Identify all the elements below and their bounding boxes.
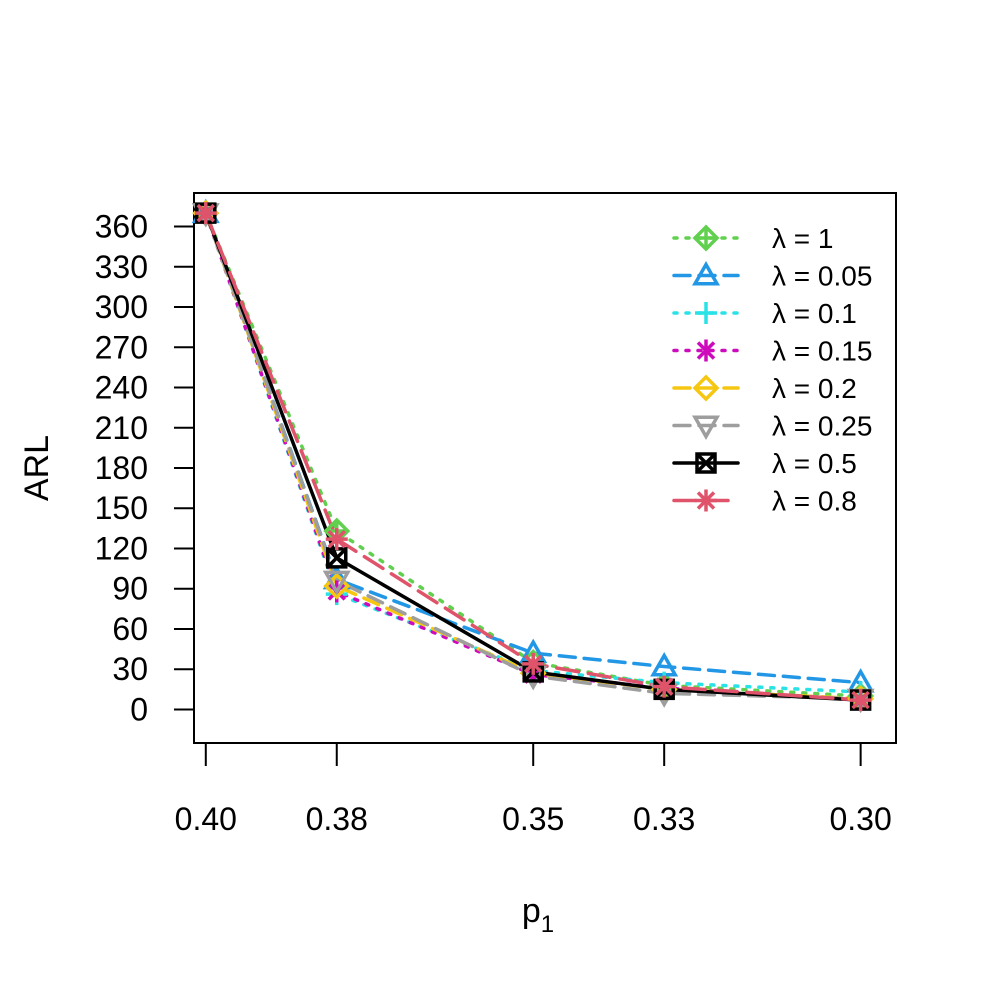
- legend-marker: [692, 374, 720, 402]
- legend-marker: [692, 224, 720, 252]
- legend-label: λ = 0.2: [772, 373, 857, 404]
- legend-marker: [691, 415, 721, 441]
- series-line-7: [204, 211, 863, 702]
- y-tick-label: 270: [95, 329, 148, 365]
- y-tick-label: 240: [95, 370, 148, 406]
- series-7-point: [325, 528, 348, 551]
- series-lines: [204, 211, 863, 702]
- y-tick-label: 360: [95, 209, 148, 245]
- x-axis-title-subscript: 1: [541, 911, 554, 938]
- y-axis: 0 30 60 90 120 150 180 210 240 270 300 330 360: [95, 209, 195, 727]
- series-5-point: [322, 570, 351, 596]
- x-tick-label: 0.38: [306, 801, 368, 837]
- legend-marker: [695, 489, 717, 512]
- legend-marker: [691, 260, 721, 286]
- y-axis-title: ARL: [18, 435, 56, 501]
- y-tick-label: 0: [130, 691, 148, 727]
- x-tick-label: 0.33: [633, 801, 695, 837]
- legend-label: λ = 0.05: [772, 261, 872, 292]
- y-tick-label: 210: [95, 410, 148, 446]
- y-tick-label: 300: [95, 289, 148, 325]
- series-markers: [191, 198, 875, 714]
- legend-label: λ = 1: [772, 223, 833, 254]
- x-axis-title-main: p: [522, 892, 541, 930]
- series-line-2: [204, 211, 863, 694]
- legend-label: λ = 0.15: [772, 336, 872, 367]
- y-tick-label: 180: [95, 450, 148, 486]
- y-tick-label: 30: [112, 651, 148, 687]
- x-axis: 0.40 0.38 0.35 0.33 0.30: [175, 742, 892, 837]
- series-7-point: [522, 652, 545, 675]
- legend-marker: [695, 302, 717, 324]
- legend-label: λ = 0.1: [772, 298, 857, 329]
- series-7-point: [194, 202, 217, 225]
- y-tick-label: 330: [95, 249, 148, 285]
- x-tick-label: 0.40: [175, 801, 237, 837]
- y-tick-label: 150: [95, 490, 148, 526]
- legend-label: λ = 0.8: [772, 486, 857, 517]
- legend: λ = 1 λ = 0.05 λ = 0.1 λ = 0.15 λ = 0.2 λ = 0…: [672, 223, 872, 517]
- legend-label: λ = 0.25: [772, 411, 872, 442]
- series-7-point: [653, 675, 676, 698]
- y-tick-label: 60: [112, 611, 148, 647]
- legend-marker: [696, 339, 716, 362]
- x-tick-label: 0.30: [829, 801, 891, 837]
- legend-marker: [695, 452, 717, 474]
- x-axis-title: p1: [522, 892, 554, 938]
- legend-label: λ = 0.5: [772, 448, 857, 479]
- series-4-point: [323, 572, 351, 600]
- y-tick-label: 120: [95, 530, 148, 566]
- y-tick-label: 90: [112, 571, 148, 607]
- series-7-point: [849, 689, 872, 712]
- x-tick-label: 0.35: [502, 801, 564, 837]
